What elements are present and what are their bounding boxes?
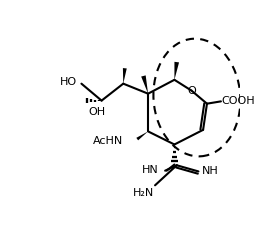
Text: HO: HO: [60, 77, 77, 87]
Text: H₂N: H₂N: [133, 187, 154, 198]
Polygon shape: [174, 62, 179, 80]
Text: HN: HN: [142, 165, 159, 175]
Text: COOH: COOH: [222, 96, 255, 106]
Text: AcHN: AcHN: [93, 136, 123, 146]
Text: O: O: [187, 86, 196, 96]
Text: OH: OH: [88, 107, 105, 117]
Polygon shape: [136, 131, 148, 140]
Polygon shape: [123, 68, 127, 84]
Text: NH: NH: [202, 166, 218, 176]
Polygon shape: [141, 75, 148, 94]
